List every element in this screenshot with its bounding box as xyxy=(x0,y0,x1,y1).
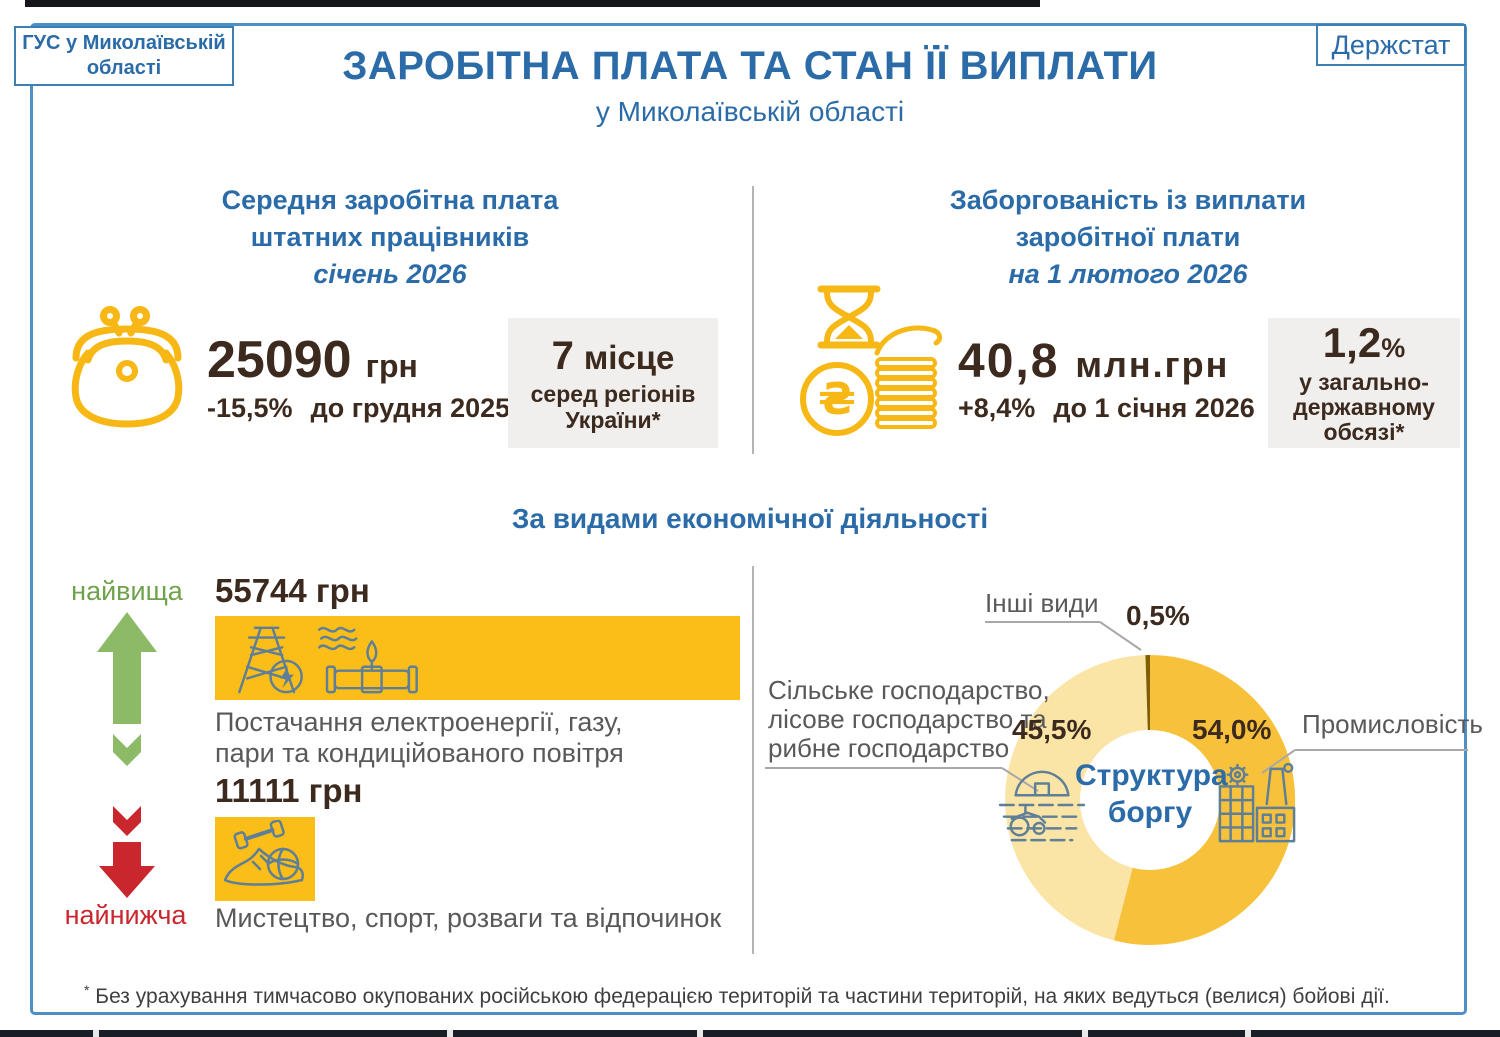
arrears-period: на 1 лютого 2026 xyxy=(1008,259,1248,289)
pie-label-agriculture-line2: лісове господарство та xyxy=(768,704,1047,734)
energy-supply-icons xyxy=(238,626,418,694)
salary-heading-line1: Середня заробітна плата xyxy=(221,185,559,215)
salary-value: 25090 грн xyxy=(207,330,418,390)
agriculture-icon xyxy=(998,770,1086,842)
page-title: ЗАРОБІТНА ПЛАТА ТА СТАН ЇЇ ВИПЛАТИ xyxy=(342,44,1158,88)
share-value-number: 1,2 xyxy=(1322,319,1382,366)
hryvnia-symbol: ₴ xyxy=(818,374,856,425)
arrears-change: +8,4% до 1 січня 2026 xyxy=(958,393,1255,424)
bottom-strip-gap xyxy=(447,1030,453,1037)
salary-heading: Середня заробітна плата штатних працівни… xyxy=(150,182,630,293)
debt-structure-donut-chart xyxy=(1005,654,1296,945)
lowest-label: найнижча xyxy=(64,900,187,930)
highest-caption-line2: пари та кондиційованого повітря xyxy=(215,738,624,768)
donut-hole xyxy=(1080,730,1220,870)
rank-note-line2: України* xyxy=(565,407,661,433)
bottom-strip-gap xyxy=(697,1030,703,1037)
salary-change-pct: -15,5% xyxy=(207,393,293,423)
salary-change: -15,5% до грудня 2025 xyxy=(207,393,510,424)
down-arrow-icon xyxy=(99,806,155,898)
salary-value-unit: грн xyxy=(365,348,418,384)
derzhstat-badge-label: Держстат xyxy=(1331,29,1451,60)
org-badge-line1: ГУС у Миколаївській xyxy=(22,32,226,54)
pie-label-industry: Промисловість xyxy=(1302,709,1483,739)
pie-label-agriculture: Сільське господарство, лісове господарст… xyxy=(768,676,1050,763)
activity-section-heading: За видами економічної діяльності xyxy=(511,503,989,534)
arrears-value: 40,8 млн.грн xyxy=(958,334,1229,389)
donut-center-label: Структура боргу xyxy=(1075,757,1228,831)
salary-period: січень 2026 xyxy=(313,259,467,289)
salary-value-number: 25090 xyxy=(207,331,352,389)
footnote-asterisk: * xyxy=(84,982,90,998)
wallet-icon xyxy=(71,306,183,428)
highest-value: 55744 грн xyxy=(215,572,370,609)
bottom-strip-gap xyxy=(1245,1030,1251,1037)
arrears-change-pct: +8,4% xyxy=(958,393,1036,423)
highest-caption: Постачання електроенергії, газу, пари та… xyxy=(215,707,624,769)
donut-center-line1: Структура xyxy=(1075,759,1228,792)
derzhstat-badge: Держстат xyxy=(1316,24,1466,66)
share-box: 1,2% у загально- державному обсязі* xyxy=(1268,318,1460,448)
arrears-change-ref: до 1 січня 2026 xyxy=(1053,393,1255,423)
arrears-heading-line1: Заборгованість із виплати xyxy=(949,185,1307,215)
share-note-line1: у загально- xyxy=(1299,369,1429,395)
rank-number: 7 xyxy=(551,334,574,378)
pie-pct-other: 0,5% xyxy=(1126,600,1190,631)
arrears-value-number: 40,8 xyxy=(958,335,1060,388)
lowest-caption: Мистецтво, спорт, розваги та відпочинок xyxy=(215,903,722,933)
highest-bar xyxy=(215,616,740,700)
arrears-heading-line2: заробітної плати xyxy=(1015,222,1241,252)
footnote: * Без урахування тимчасово окупованих ро… xyxy=(84,982,1390,1009)
org-badge: ГУС у Миколаївській області xyxy=(14,26,234,86)
rank-box: 7 місце серед регіонів України* xyxy=(508,318,718,448)
rank-box-value: 7 місце xyxy=(552,333,675,381)
salary-heading-line2: штатних працівників xyxy=(250,222,530,252)
lowest-value: 11111 грн xyxy=(215,772,363,809)
pie-label-agriculture-line1: Сільське господарство, xyxy=(768,675,1050,705)
arrears-value-unit: млн.грн xyxy=(1075,344,1230,385)
pie-pct-industry: 54,0% xyxy=(1192,714,1272,745)
share-note-line2: державному xyxy=(1293,394,1435,420)
top-edge-strip xyxy=(25,0,1040,7)
bottom-edge-strip xyxy=(0,1030,1500,1037)
industry-icon xyxy=(1218,763,1296,843)
donut-center-line2: боргу xyxy=(1107,796,1193,829)
share-box-value: 1,2% xyxy=(1323,321,1405,370)
page-subtitle: у Миколаївській області xyxy=(595,96,905,127)
pie-slice-agriculture xyxy=(1005,655,1150,941)
rank-note-line1: серед регіонів xyxy=(530,381,696,407)
rank-word: місце xyxy=(583,339,675,376)
bottom-section-divider xyxy=(752,566,754,954)
highest-label: найвища xyxy=(71,576,183,606)
pie-label-agriculture-line3: рибне господарство xyxy=(768,733,1010,763)
up-arrow-icon xyxy=(97,612,157,766)
pie-pct-agriculture: 45,5% xyxy=(1012,714,1092,745)
share-percent-sign: % xyxy=(1381,333,1406,363)
sport-leisure-icons xyxy=(223,820,304,886)
org-badge-line2: області xyxy=(86,57,162,79)
pie-label-other: Інші види xyxy=(985,588,1099,618)
bottom-strip-gap xyxy=(93,1030,99,1037)
content-frame xyxy=(30,23,1467,1015)
highest-caption-line1: Постачання електроенергії, газу, xyxy=(215,707,623,737)
footnote-text: Без урахування тимчасово окупованих росі… xyxy=(95,985,1390,1008)
top-section-divider xyxy=(752,186,754,454)
bottom-strip-gap xyxy=(1082,1030,1088,1037)
salary-change-ref: до грудня 2025 xyxy=(310,393,511,423)
share-note-line3: обсязі* xyxy=(1323,419,1405,445)
lowest-bar xyxy=(215,817,315,901)
arrears-heading: Заборгованість із виплати заробітної пла… xyxy=(888,182,1368,293)
hourglass-coins-icon: ₴ xyxy=(800,285,943,436)
